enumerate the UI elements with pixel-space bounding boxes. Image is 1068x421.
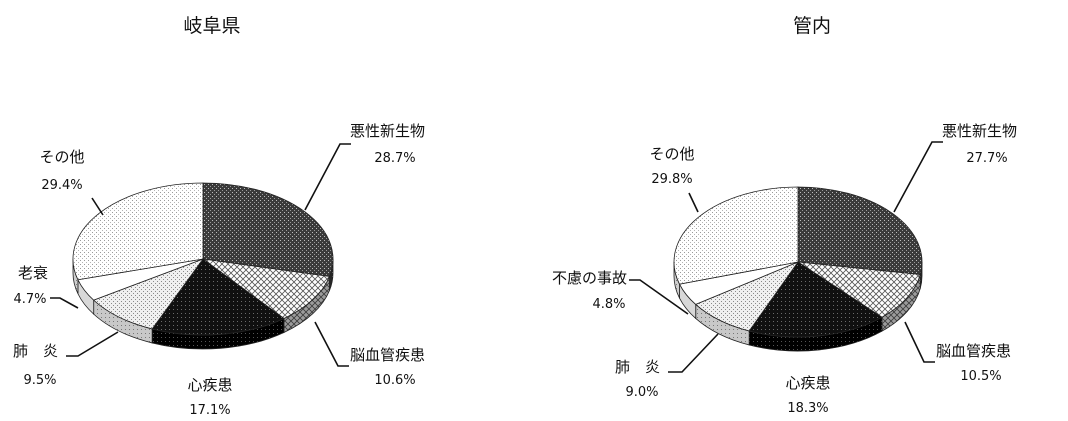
slice-label-その他: その他 bbox=[39, 148, 84, 166]
pie-top bbox=[72, 182, 334, 336]
slice-value-肺炎: 9.0% bbox=[625, 385, 658, 400]
slice-value-悪性新生物: 28.7% bbox=[374, 151, 415, 166]
slice-value-肺炎: 9.5% bbox=[23, 373, 56, 388]
pie-slice-肺炎 bbox=[92, 258, 205, 330]
slice-value-その他: 29.8% bbox=[651, 172, 692, 187]
leader-line-老衰 bbox=[50, 297, 79, 309]
leader-line-脳血管疾患 bbox=[314, 321, 349, 367]
slice-value-脳血管疾患: 10.6% bbox=[374, 373, 415, 388]
slice-label-老衰: 老衰 bbox=[18, 264, 48, 282]
pie-slice-悪性新生物 bbox=[797, 186, 923, 275]
chart-kannai: 管内 悪性新生物 27.7% 脳血管疾患 10.5% 心疾患 18.3% 肺 炎 9.0% 不慮… bbox=[552, 15, 1017, 416]
slice-value-老衰: 4.7% bbox=[13, 292, 46, 307]
chart-title: 管内 bbox=[793, 15, 831, 37]
slice-label-肺炎: 肺 炎 bbox=[615, 358, 660, 376]
leader-line-脳血管疾患 bbox=[904, 321, 935, 363]
slice-label-その他: その他 bbox=[649, 145, 694, 163]
slice-label-不慮の事故: 不慮の事故 bbox=[552, 269, 627, 287]
pie-slice-その他 bbox=[673, 186, 799, 285]
slice-value-脳血管疾患: 10.5% bbox=[960, 369, 1001, 384]
leader-line-不慮の事故 bbox=[629, 279, 689, 315]
leader-line-肺炎 bbox=[668, 333, 719, 373]
slice-value-悪性新生物: 27.7% bbox=[966, 151, 1007, 166]
slice-label-心疾患: 心疾患 bbox=[187, 376, 232, 394]
leader-line-悪性新生物 bbox=[893, 141, 943, 213]
slice-label-心疾患: 心疾患 bbox=[785, 374, 830, 392]
slice-value-心疾患: 18.3% bbox=[787, 401, 828, 416]
slice-value-不慮の事故: 4.8% bbox=[592, 297, 625, 312]
slice-label-悪性新生物: 悪性新生物 bbox=[350, 122, 425, 140]
chart-gifu: 岐阜県 悪性新生物 28.7% 脳血管疾患 10.6% 心疾患 17.1% 肺 炎 9.5% 老… bbox=[13, 15, 425, 418]
slice-value-心疾患: 17.1% bbox=[189, 403, 230, 418]
pie-slice-その他 bbox=[72, 182, 204, 281]
chart-title: 岐阜県 bbox=[183, 15, 240, 37]
slice-label-脳血管疾患: 脳血管疾患 bbox=[350, 346, 425, 364]
leader-line-肺炎 bbox=[66, 331, 119, 357]
pie-slice-脳血管疾患 bbox=[797, 261, 921, 318]
slice-label-脳血管疾患: 脳血管疾患 bbox=[936, 342, 1011, 360]
pie-slice-心疾患 bbox=[748, 261, 883, 338]
slice-label-悪性新生物: 悪性新生物 bbox=[942, 122, 1017, 140]
pie-top bbox=[673, 186, 923, 338]
slice-value-その他: 29.4% bbox=[41, 178, 82, 193]
leader-line-その他 bbox=[91, 197, 104, 216]
slice-label-肺炎: 肺 炎 bbox=[13, 342, 58, 360]
pie-slice-悪性新生物 bbox=[202, 182, 334, 277]
pie-slice-脳血管疾患 bbox=[202, 258, 331, 319]
pie-slice-心疾患 bbox=[151, 258, 285, 336]
leader-line-その他 bbox=[688, 192, 699, 213]
leader-line-悪性新生物 bbox=[304, 143, 351, 211]
